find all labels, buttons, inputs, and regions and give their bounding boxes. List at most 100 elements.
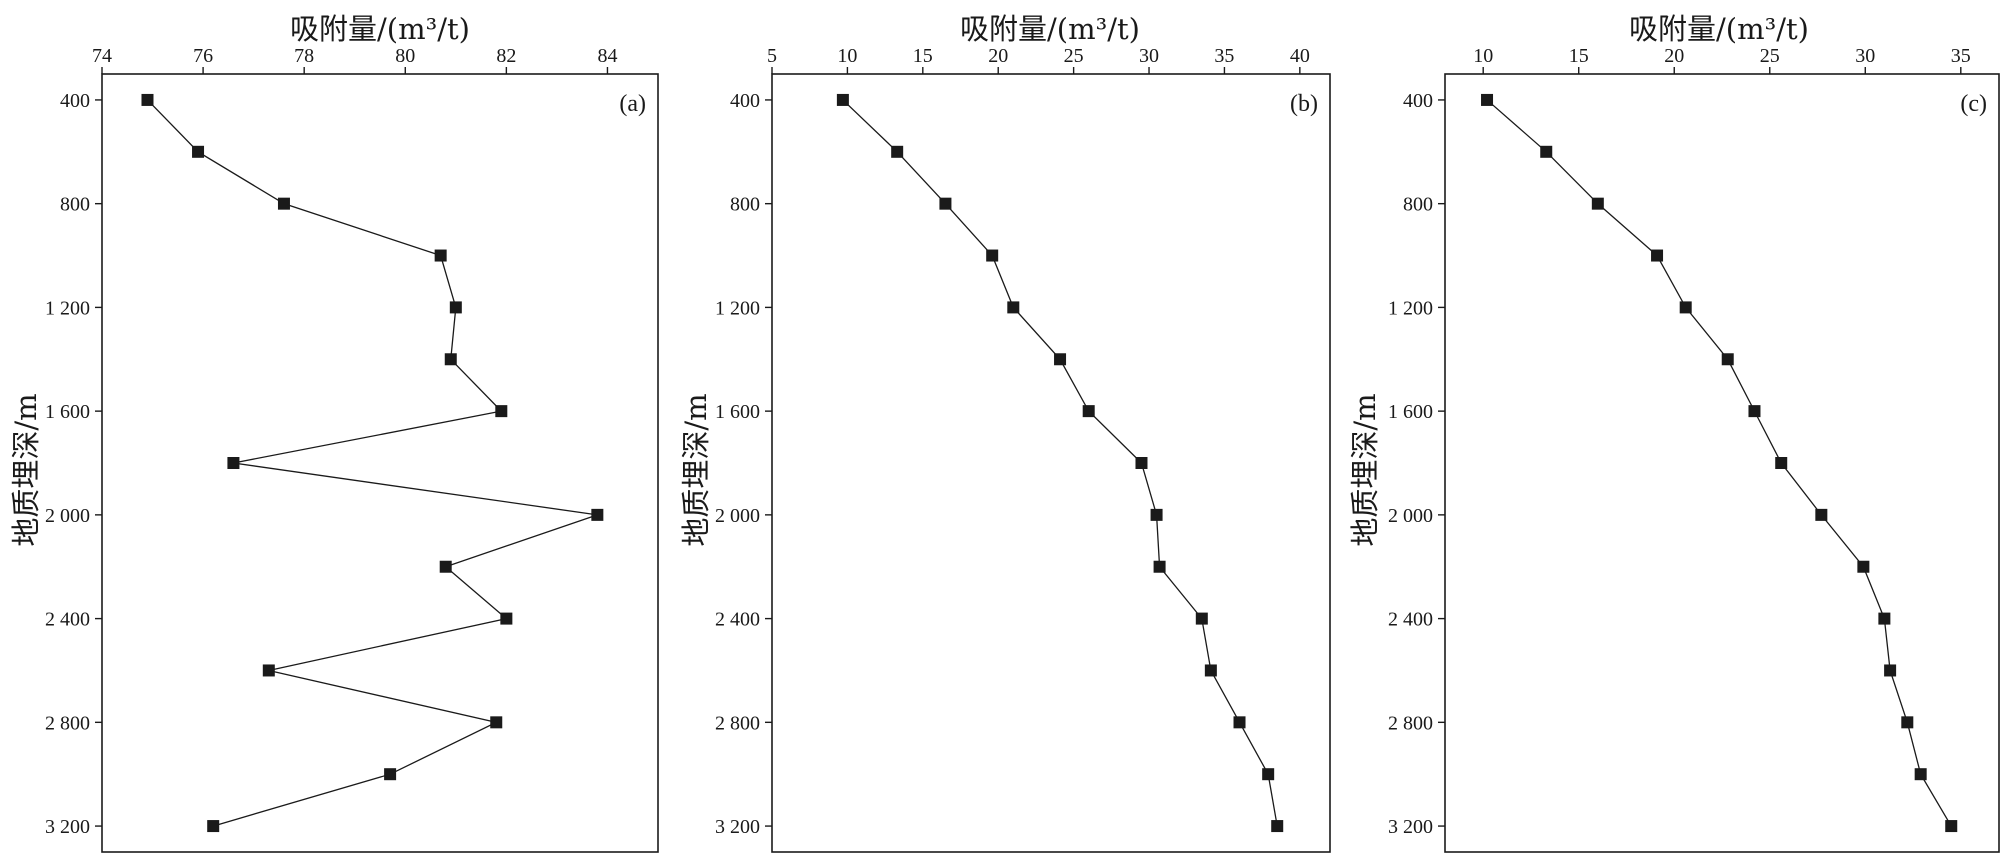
x-tick-label: 25 xyxy=(1064,45,1084,67)
data-point xyxy=(1262,768,1275,781)
data-point xyxy=(1054,353,1067,366)
data-point xyxy=(986,249,999,262)
data-point xyxy=(1204,664,1217,677)
y-tick-label: 3 200 xyxy=(715,816,760,838)
y-tick-label: 2 000 xyxy=(45,505,90,527)
data-point xyxy=(1481,93,1494,106)
plot-area-c: 10 15 20 25 30 35 400 800 1 200 1 600 2 000 2 400 2 … xyxy=(1388,45,2000,853)
y-tick-label: 1 200 xyxy=(715,297,760,319)
x-tick-label: 35 xyxy=(1951,45,1971,67)
y-tick-label: 2 000 xyxy=(1388,505,1433,527)
y-tick-label: 1 600 xyxy=(45,401,90,423)
plot-frame xyxy=(101,73,659,853)
data-point xyxy=(1153,560,1166,573)
y-tick-label: 3 200 xyxy=(1388,816,1433,838)
data-point xyxy=(434,249,447,262)
data-point xyxy=(1857,560,1870,573)
data-point xyxy=(591,508,604,521)
data-point xyxy=(1679,301,1692,314)
data-point xyxy=(262,664,275,677)
data-point xyxy=(1233,716,1246,729)
data-point xyxy=(836,93,849,106)
x-tick-label: 20 xyxy=(1664,45,1684,67)
data-point xyxy=(500,612,513,625)
data-point xyxy=(939,197,952,210)
y-tick-label: 2 000 xyxy=(715,505,760,527)
x-tick-label: 82 xyxy=(496,45,516,67)
data-point xyxy=(1540,145,1553,158)
data-line xyxy=(1486,99,1952,827)
y-tick-label: 800 xyxy=(60,194,90,216)
data-point xyxy=(1150,508,1163,521)
data-point xyxy=(1748,405,1761,418)
panel-label: (b) xyxy=(1290,91,1318,117)
x-tick-label: 84 xyxy=(597,45,617,67)
y-tick-label: 400 xyxy=(730,90,760,112)
y-tick-label: 800 xyxy=(1403,194,1433,216)
data-point xyxy=(1271,820,1284,833)
x-tick-label: 25 xyxy=(1760,45,1780,67)
x-tick-label: 15 xyxy=(913,45,933,67)
x-tick-label: 5 xyxy=(767,45,777,67)
y-tick-label: 3 200 xyxy=(45,816,90,838)
x-tick-label: 40 xyxy=(1290,45,1310,67)
x-axis-title: 吸附量/(m³/t) xyxy=(1629,12,1809,46)
data-point xyxy=(141,93,154,106)
x-tick-label: 78 xyxy=(294,45,314,67)
data-point xyxy=(449,301,462,314)
data-point xyxy=(384,768,397,781)
y-tick-label: 2 400 xyxy=(715,609,760,631)
y-tick-label: 2 800 xyxy=(1388,712,1433,734)
plot-area-a: 74 76 78 80 82 84 400 800 1 200 1 600 2 000 2 400 2 … xyxy=(45,45,659,853)
x-tick-label: 30 xyxy=(1139,45,1159,67)
data-point xyxy=(1945,820,1958,833)
chart-panel-b: 吸附量/(m³/t) 地质埋深/m 5 10 15 20 25 30 35 40 400 800 1… xyxy=(670,0,1339,860)
x-tick-label: 20 xyxy=(988,45,1008,67)
y-tick-label: 1 200 xyxy=(1388,297,1433,319)
data-point xyxy=(192,145,205,158)
y-tick-label: 2 400 xyxy=(1388,609,1433,631)
x-axis-title: 吸附量/(m³/t) xyxy=(290,12,470,46)
data-point xyxy=(891,145,904,158)
data-point xyxy=(207,820,220,833)
data-point xyxy=(1878,612,1891,625)
data-point xyxy=(490,716,503,729)
data-point xyxy=(1007,301,1020,314)
data-point xyxy=(1815,508,1828,521)
data-point xyxy=(1591,197,1604,210)
x-tick-label: 30 xyxy=(1855,45,1875,67)
y-tick-label: 800 xyxy=(730,194,760,216)
y-tick-label: 1 200 xyxy=(45,297,90,319)
y-tick-label: 400 xyxy=(1403,90,1433,112)
panel-label: (a) xyxy=(619,91,646,117)
x-tick-label: 10 xyxy=(1473,45,1493,67)
data-line xyxy=(147,99,598,827)
data-line xyxy=(842,99,1278,827)
plot-frame xyxy=(1444,73,2000,853)
data-point xyxy=(495,405,508,418)
x-tick-label: 76 xyxy=(193,45,213,67)
chart-panel-c: 吸附量/(m³/t) 地质埋深/m 10 15 20 25 30 35 400 800 1 20… xyxy=(1339,0,2008,860)
data-point xyxy=(1884,664,1897,677)
chart-panel-a: 吸附量/(m³/t) 地质埋深/m 74 76 78 80 82 84 400 800 1 20… xyxy=(0,0,670,860)
data-point xyxy=(1901,716,1914,729)
plot-frame xyxy=(771,73,1331,853)
x-tick-label: 15 xyxy=(1569,45,1589,67)
data-point xyxy=(1651,249,1664,262)
x-tick-label: 10 xyxy=(837,45,857,67)
panel-label: (c) xyxy=(1960,91,1987,117)
data-point xyxy=(1135,457,1148,469)
data-point xyxy=(1082,405,1095,418)
plot-area-b: 5 10 15 20 25 30 35 40 400 800 1 200 1 600 2 000 2 40… xyxy=(715,45,1331,853)
data-point xyxy=(227,457,240,469)
y-tick-label: 400 xyxy=(60,90,90,112)
x-tick-label: 35 xyxy=(1214,45,1234,67)
data-point xyxy=(1914,768,1927,781)
data-point xyxy=(1775,457,1788,469)
y-tick-label: 1 600 xyxy=(715,401,760,423)
data-point xyxy=(277,197,290,210)
y-tick-label: 2 800 xyxy=(45,712,90,734)
data-point xyxy=(1721,353,1734,366)
x-tick-label: 74 xyxy=(92,45,112,67)
x-tick-label: 80 xyxy=(395,45,415,67)
